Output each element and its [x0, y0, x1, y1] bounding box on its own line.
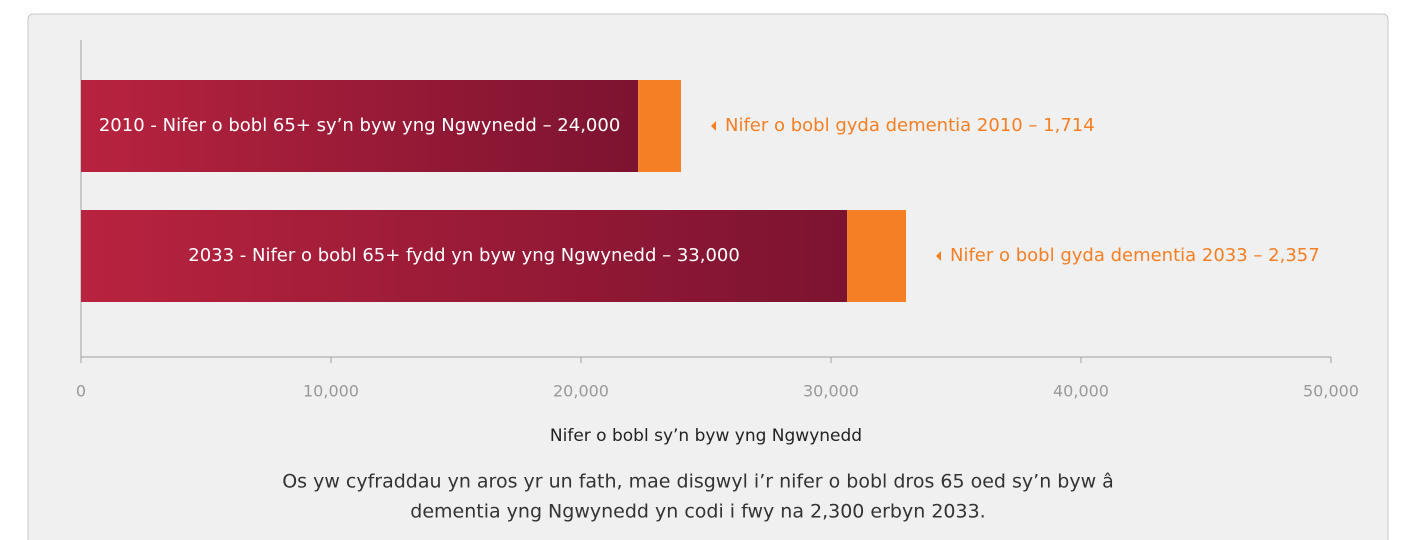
- x-tick-label: 20,000: [553, 382, 609, 401]
- caption: Os yw cyfraddau yn aros yr un fath, mae …: [282, 471, 1114, 493]
- annotation: Nifer o bobl gyda dementia 2010 – 1,714: [725, 115, 1095, 136]
- bar-label: 2010 - Nifer o bobl 65+ sy’n byw yng Ngw…: [99, 115, 620, 136]
- bar-segment: [847, 210, 906, 302]
- annotation-arrow: [711, 121, 716, 131]
- x-tick-label: 30,000: [803, 382, 859, 401]
- annotation: Nifer o bobl gyda dementia 2033 – 2,357: [950, 245, 1320, 266]
- x-tick-label: 0: [76, 382, 86, 401]
- bar-label: 2033 - Nifer o bobl 65+ fydd yn byw yng …: [188, 245, 740, 266]
- caption: dementia yng Ngwynedd yn codi i fwy na 2…: [410, 501, 985, 523]
- bar-segment: [81, 210, 848, 302]
- x-tick-label: 50,000: [1303, 382, 1359, 401]
- bar-segment: [638, 80, 681, 172]
- x-tick-label: 40,000: [1053, 382, 1109, 401]
- bar-segment: [81, 80, 639, 172]
- x-axis-title: Nifer o bobl sy’n byw yng Ngwynedd: [550, 426, 862, 446]
- annotation-arrow: [936, 251, 941, 261]
- x-tick-label: 10,000: [303, 382, 359, 401]
